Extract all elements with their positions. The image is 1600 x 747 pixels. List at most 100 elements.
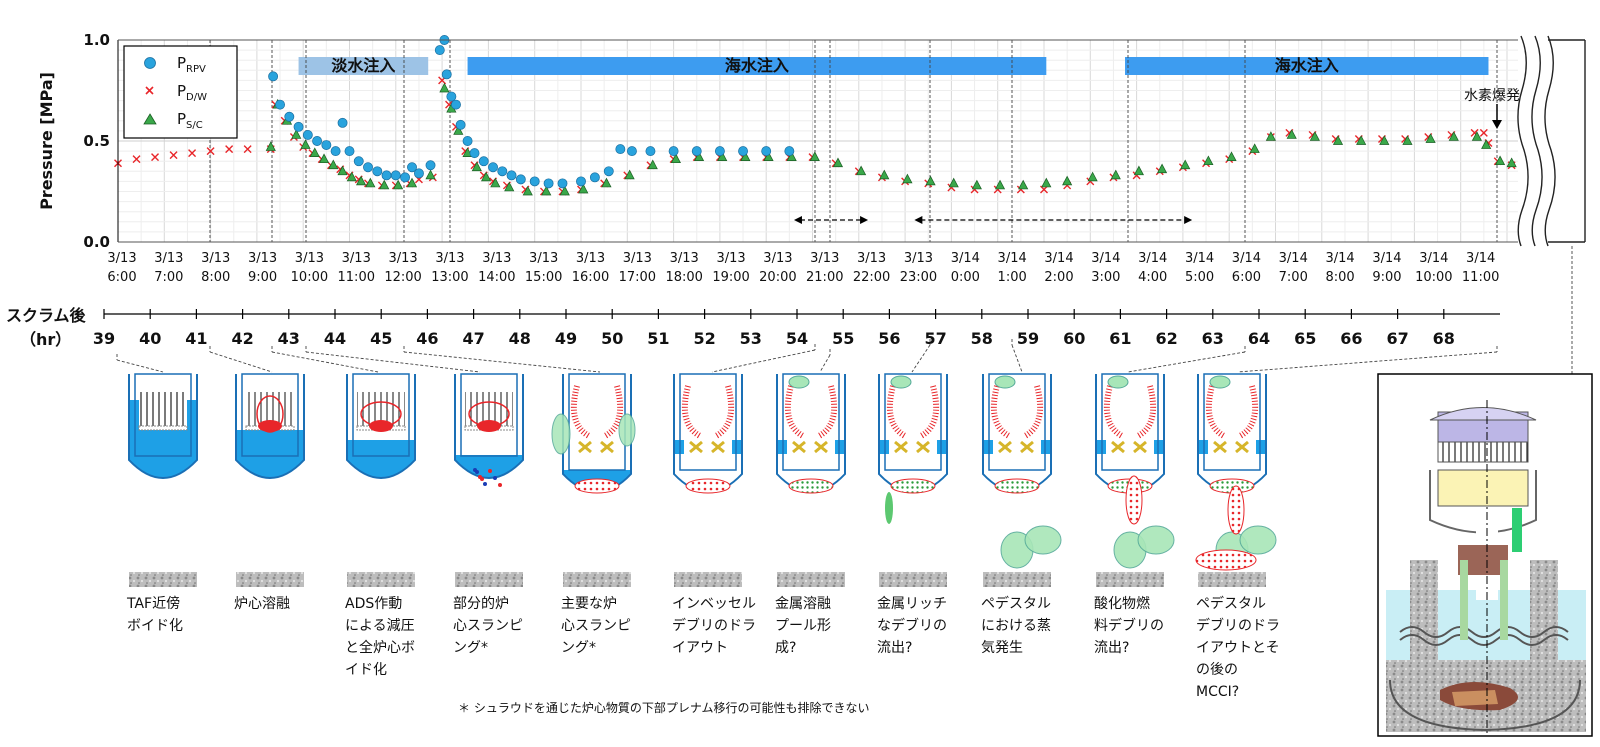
rpv-point (353, 156, 364, 167)
rpv-point (691, 146, 702, 157)
sc-point (425, 169, 436, 180)
x-tick-date: 3/14 (1466, 251, 1495, 266)
x-tick-time: 13:00 (431, 270, 468, 285)
interval-arrows (793, 216, 1193, 224)
stage-caption-line: による減圧 (345, 617, 415, 634)
injection-bar-label: 淡水注入 (331, 56, 395, 75)
sc-point (481, 171, 492, 182)
legend-marker-rpv (144, 57, 156, 69)
rpv-point (529, 176, 540, 187)
x-tick-time: 21:00 (806, 270, 843, 285)
sc-point (1110, 169, 1121, 180)
x-tick-time: 4:00 (1138, 270, 1167, 285)
sc-point (578, 183, 589, 194)
scram-hours-axis: スクラム後 （hr） 39 40 41 42 43 44 45 46 47 48 49 50 51 52 5… (6, 306, 1500, 349)
stage-caption-line: デブリのドラ (672, 617, 756, 634)
pedestal-floor (777, 572, 845, 587)
x-tick-date: 3/14 (1044, 251, 1073, 266)
guide-line-lower (305, 351, 481, 373)
x-tick-date: 3/14 (998, 251, 1027, 266)
sc-point (1226, 151, 1237, 162)
scram-tick-label: 42 (231, 329, 253, 348)
stage-vessel-5 (551, 373, 636, 494)
rpv-point (469, 148, 480, 159)
stage-caption-line: 金属溶融 (775, 596, 831, 612)
sc-point (1425, 133, 1436, 143)
scram-tick-label: 66 (1340, 329, 1362, 348)
stage-diagrams (116, 246, 1573, 587)
sc-point (328, 159, 339, 170)
rpv-point (407, 162, 417, 173)
sc-point (832, 157, 844, 168)
guide-line-lower (1127, 351, 1246, 373)
dw-point (188, 149, 197, 158)
rpv-point (714, 146, 725, 157)
sc-point (971, 179, 982, 190)
scram-tick-label: 60 (1063, 329, 1085, 348)
rpv-point (293, 121, 304, 132)
rpv-point (645, 146, 656, 157)
scram-tick-label: 62 (1155, 329, 1177, 348)
sc-point (559, 185, 570, 196)
x-tick-time: 8:00 (1325, 270, 1354, 285)
sc-point (1180, 159, 1191, 170)
sc-point (1041, 177, 1052, 188)
sc-point (1286, 129, 1297, 139)
guide-line-lower (271, 351, 379, 373)
sc-point (1379, 135, 1390, 145)
sc-point (355, 175, 367, 186)
stage-caption-line: ボイド化 (127, 618, 183, 634)
rpv-point (302, 129, 313, 140)
rpv-point (462, 136, 473, 146)
guide-line-lower (403, 351, 601, 373)
x-tick-date: 3/14 (1279, 251, 1308, 266)
rpv-point (589, 172, 600, 183)
x-tick-time: 7:00 (154, 270, 183, 285)
rpv-point (497, 166, 508, 177)
scram-tick-label: 59 (1017, 329, 1039, 348)
stage-caption-line: 炉心溶融 (234, 596, 290, 612)
x-tick-date: 3/14 (951, 251, 980, 266)
rpv-point (330, 146, 341, 157)
scram-tick-label: 54 (786, 329, 808, 348)
stage-vessel-3 (346, 373, 416, 479)
arrowhead-left-icon (793, 216, 802, 224)
dw-point (151, 153, 160, 162)
x-tick-date: 3/13 (435, 251, 464, 266)
sc-point (1249, 143, 1260, 153)
stage-caption-line: MCCI? (1196, 684, 1239, 700)
x-tick-time: 5:00 (1185, 270, 1214, 285)
guide-line-lower (116, 359, 164, 373)
stage-vessel-7 (776, 373, 846, 494)
guide-line-lower (711, 349, 816, 373)
sc-point (902, 173, 913, 184)
scram-tick-label: 61 (1109, 329, 1131, 348)
rpv-point (576, 176, 586, 187)
stage-vessel-4 (454, 373, 524, 487)
x-tick-time: 10:00 (1415, 270, 1452, 285)
guide-line-lower (1237, 351, 1498, 373)
legend-label-dw: PD/W (177, 82, 207, 103)
x-tick-time: 10:00 (291, 270, 328, 285)
stage-vessel-11 (1195, 373, 1277, 571)
legend-marker-dw (145, 86, 154, 95)
stage-caption-line: 心スランピ (561, 618, 631, 634)
rpv-point (321, 140, 332, 150)
scram-tick-label: 52 (693, 329, 715, 348)
x-tick-time: 16:00 (572, 270, 609, 285)
rpv-point (434, 45, 445, 56)
sc-point (994, 179, 1006, 190)
rpv-point (543, 178, 554, 189)
hydrogen-explosion-annotation: 水素爆発 (1464, 88, 1520, 129)
dw-point (243, 145, 252, 154)
rpv-point (337, 117, 348, 128)
stage-caption-line: デブリのドラ (1196, 617, 1280, 634)
sc-point (1062, 175, 1073, 186)
scram-tick-label: 51 (647, 329, 669, 348)
pedestal-floor (347, 572, 415, 587)
x-tick-date: 3/13 (576, 251, 605, 266)
pedestal-floor (236, 572, 304, 587)
dw-point (169, 151, 178, 160)
